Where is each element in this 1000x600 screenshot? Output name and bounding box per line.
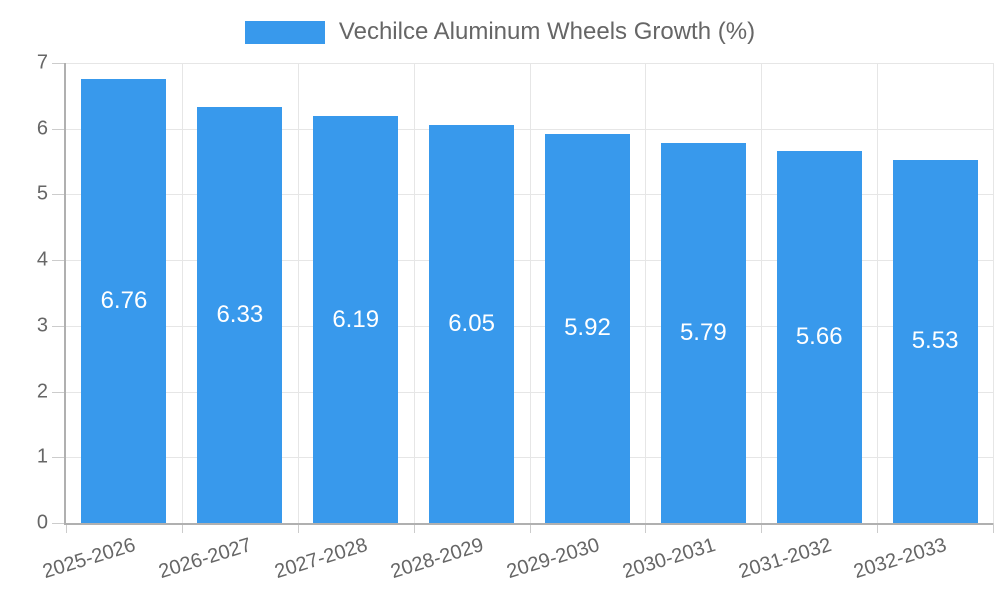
- y-axis-tick: [52, 457, 66, 459]
- x-axis-tick: [645, 523, 647, 533]
- bar-2026-2027[interactable]: [197, 107, 283, 523]
- x-axis-tick: [761, 523, 763, 533]
- bar-value-label: 6.05: [448, 310, 495, 338]
- legend-label: Vechilce Aluminum Wheels Growth (%): [338, 18, 756, 45]
- v-gridline: [645, 63, 647, 523]
- y-axis-tick: [52, 523, 66, 524]
- bar-value-label: 5.79: [679, 318, 727, 346]
- x-axis-tick-label: 2032-2033: [851, 534, 950, 584]
- x-axis-tick: [181, 523, 183, 533]
- y-axis-line: [64, 63, 66, 523]
- x-axis-tick-label: 2028-2029: [388, 534, 486, 584]
- x-axis-tick: [413, 523, 415, 533]
- bar-2028-2029[interactable]: [429, 125, 515, 523]
- bar-value-label: 5.66: [795, 323, 843, 351]
- x-axis-tick: [993, 523, 994, 533]
- x-axis-tick: [66, 523, 67, 533]
- v-gridline: [413, 63, 415, 523]
- y-axis-tick-label: 4: [36, 248, 48, 271]
- y-axis-tick: [52, 325, 66, 327]
- v-gridline: [181, 63, 183, 523]
- y-axis-tick: [52, 260, 66, 262]
- bar-2031-2032[interactable]: [776, 151, 862, 523]
- y-axis-tick: [52, 194, 66, 196]
- x-axis-line: [64, 523, 993, 525]
- x-axis-tick-label: 2031-2032: [735, 534, 834, 584]
- y-axis-tick: [52, 391, 66, 393]
- y-axis-tick-label: 5: [36, 182, 48, 205]
- y-axis-tick-label: 3: [36, 314, 48, 337]
- bar-2025-2026[interactable]: [81, 78, 167, 523]
- bar-2029-2030[interactable]: [544, 133, 630, 523]
- y-axis-tick-label: 2: [36, 380, 48, 403]
- x-axis-tick-label: 2025-2026: [40, 534, 139, 584]
- y-axis-tick-label: 7: [36, 51, 48, 74]
- bar-value-label: 6.76: [100, 286, 148, 314]
- x-axis-tick-label: 2030-2031: [619, 534, 718, 584]
- y-axis-tick: [52, 63, 66, 64]
- y-axis-tick: [52, 128, 66, 130]
- v-gridline: [761, 63, 763, 523]
- x-axis-tick-label: 2029-2030: [503, 534, 602, 584]
- bar-2032-2033[interactable]: [892, 159, 978, 523]
- bar-value-label: 6.33: [216, 301, 264, 328]
- bar-value-label: 5.92: [564, 314, 611, 342]
- v-gridline: [297, 63, 299, 523]
- x-axis-tick-label: 2027-2028: [272, 534, 371, 584]
- v-gridline: [529, 63, 531, 523]
- bar-2027-2028[interactable]: [313, 116, 399, 523]
- y-axis-tick-label: 1: [36, 445, 48, 468]
- x-axis-tick-label: 2026-2027: [156, 534, 255, 584]
- legend[interactable]: Vechilce Aluminum Wheels Growth (%): [0, 18, 1000, 46]
- x-axis-tick: [877, 523, 879, 533]
- y-axis-tick-label: 0: [36, 511, 48, 534]
- bar-value-label: 5.53: [911, 327, 959, 355]
- y-axis-tick-label: 6: [36, 117, 48, 140]
- v-gridline: [993, 63, 994, 523]
- bar-value-label: 6.19: [332, 305, 380, 333]
- legend-swatch-icon: [244, 20, 325, 44]
- x-axis-tick: [297, 523, 299, 533]
- v-gridline: [877, 63, 879, 523]
- bar-2030-2031[interactable]: [660, 142, 746, 523]
- x-axis-tick: [529, 523, 531, 533]
